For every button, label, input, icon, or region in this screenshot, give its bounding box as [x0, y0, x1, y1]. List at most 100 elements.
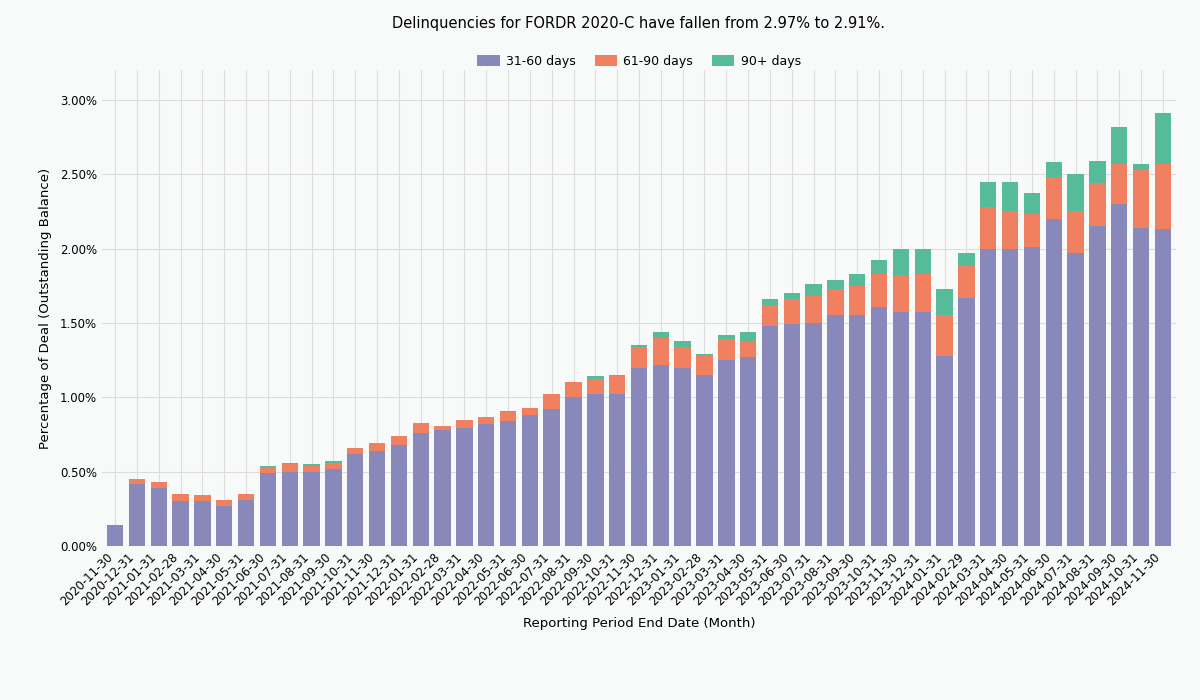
Bar — [1067, 174, 1084, 211]
Bar — [259, 467, 276, 473]
Bar — [1090, 161, 1105, 183]
Bar — [959, 298, 974, 546]
Bar — [150, 488, 167, 546]
Bar — [500, 421, 516, 546]
Bar — [696, 356, 713, 375]
Bar — [565, 398, 582, 546]
Bar — [587, 377, 604, 379]
Bar — [784, 324, 800, 546]
Bar — [696, 375, 713, 546]
Bar — [500, 412, 516, 421]
Bar — [696, 354, 713, 356]
Bar — [456, 419, 473, 428]
Bar — [1045, 162, 1062, 177]
Bar — [914, 312, 931, 546]
Bar — [805, 284, 822, 296]
Bar — [1154, 113, 1171, 164]
Bar — [674, 346, 691, 368]
Bar — [368, 451, 385, 546]
Bar — [893, 275, 910, 312]
Bar — [1154, 229, 1171, 546]
Bar — [1111, 127, 1128, 164]
Bar — [347, 448, 364, 454]
Bar — [850, 274, 865, 286]
Bar — [413, 433, 428, 546]
Bar — [522, 407, 538, 415]
Bar — [631, 345, 647, 346]
Bar — [740, 342, 756, 357]
Bar — [304, 466, 319, 472]
Bar — [325, 461, 342, 463]
Bar — [850, 286, 865, 316]
Bar — [325, 463, 342, 469]
Bar — [631, 368, 647, 546]
Bar — [194, 501, 211, 546]
Bar — [827, 288, 844, 316]
Bar — [718, 335, 734, 339]
Bar — [434, 430, 451, 546]
Bar — [980, 181, 996, 207]
Bar — [1133, 169, 1150, 228]
Bar — [347, 454, 364, 546]
Bar — [1133, 164, 1150, 169]
Bar — [805, 296, 822, 323]
Bar — [653, 338, 670, 365]
Bar — [762, 305, 778, 326]
Bar — [718, 340, 734, 360]
Bar — [740, 357, 756, 546]
Bar — [914, 274, 931, 312]
Bar — [805, 323, 822, 546]
Bar — [762, 326, 778, 546]
Bar — [980, 248, 996, 546]
Bar — [936, 288, 953, 316]
Bar — [959, 253, 974, 265]
Bar — [631, 346, 647, 368]
Bar — [1090, 226, 1105, 546]
Bar — [608, 375, 625, 377]
Bar — [194, 496, 211, 501]
Bar — [653, 332, 670, 338]
Bar — [565, 382, 582, 398]
Bar — [827, 280, 844, 288]
Bar — [173, 501, 188, 546]
Y-axis label: Percentage of Deal (Outstanding Balance): Percentage of Deal (Outstanding Balance) — [38, 167, 52, 449]
Bar — [959, 265, 974, 298]
Bar — [500, 411, 516, 412]
Bar — [871, 307, 887, 546]
Bar — [304, 472, 319, 546]
Bar — [107, 525, 124, 546]
Bar — [587, 379, 604, 394]
Bar — [587, 394, 604, 546]
Bar — [871, 260, 887, 274]
Bar — [1045, 218, 1062, 546]
Bar — [936, 316, 953, 356]
Bar — [1090, 183, 1105, 226]
Bar — [1111, 164, 1128, 204]
Bar — [259, 466, 276, 467]
Bar — [608, 394, 625, 546]
Bar — [718, 360, 734, 546]
Bar — [216, 506, 233, 546]
Bar — [434, 426, 451, 430]
Bar — [1024, 247, 1040, 546]
Bar — [784, 299, 800, 324]
Bar — [544, 409, 560, 546]
Bar — [150, 482, 167, 488]
Bar — [238, 500, 254, 546]
Bar — [282, 472, 298, 546]
Bar — [1111, 204, 1128, 546]
Bar — [674, 341, 691, 346]
Bar — [893, 248, 910, 275]
Bar — [478, 424, 494, 546]
Bar — [1024, 214, 1040, 247]
Bar — [173, 494, 188, 501]
Bar — [1154, 164, 1171, 229]
Bar — [1002, 211, 1019, 248]
Bar — [391, 445, 407, 546]
Bar — [827, 316, 844, 546]
Bar — [282, 463, 298, 464]
Bar — [544, 394, 560, 409]
Bar — [762, 299, 778, 305]
Bar — [936, 356, 953, 546]
Bar — [653, 365, 670, 546]
